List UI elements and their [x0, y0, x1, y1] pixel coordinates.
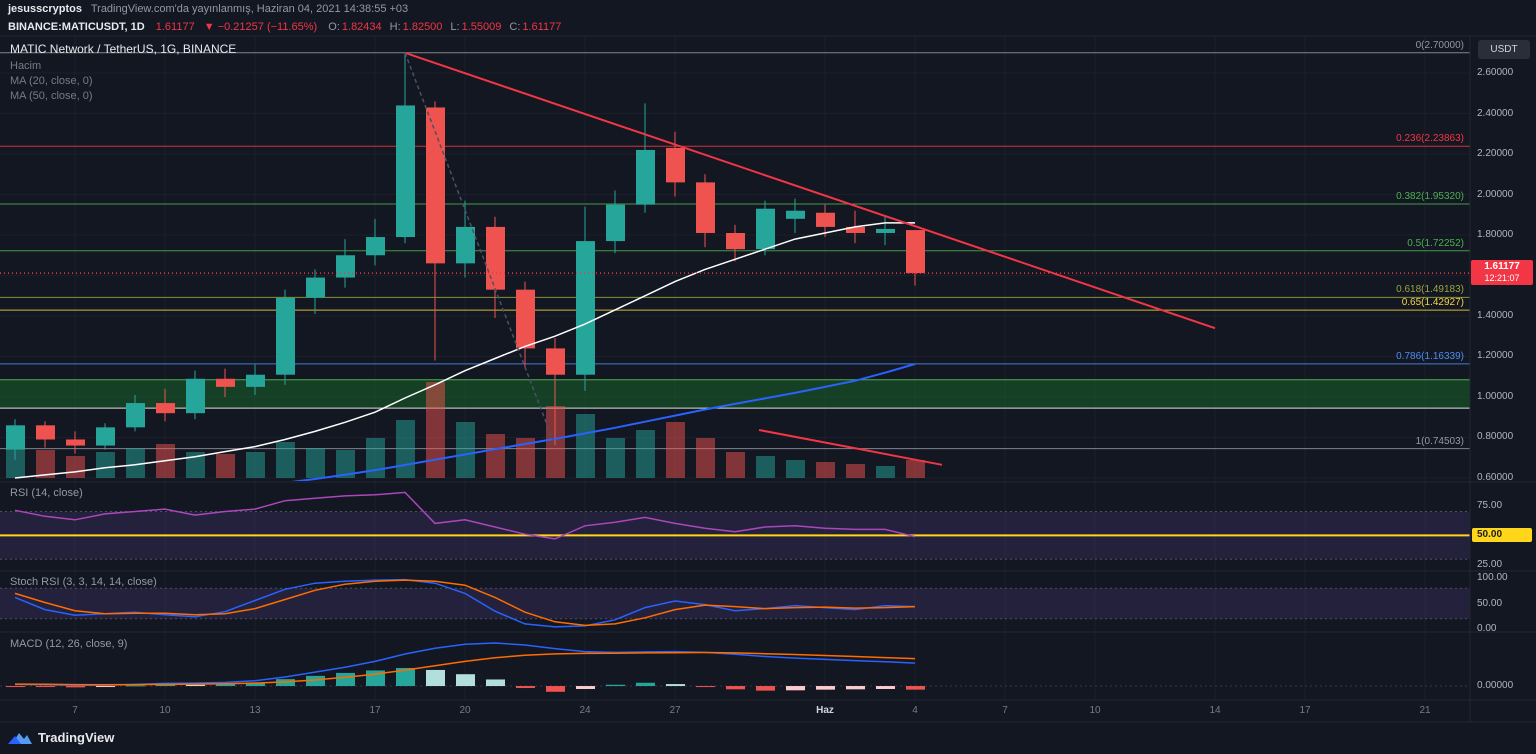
tradingview-branding[interactable]: TradingView [8, 729, 114, 746]
time-axis-label: 17 [1299, 705, 1311, 716]
price-scale-label: 1.40000 [1477, 309, 1514, 321]
time-axis-label: Haz [816, 705, 834, 716]
legend-macd[interactable]: MACD (12, 26, close, 9) [10, 638, 128, 650]
rsi-scale-label: 50.00 [1472, 528, 1532, 543]
ohlc-label: O: [328, 21, 340, 33]
stoch-scale-label: 0.00 [1477, 622, 1497, 634]
publish-info: TradingView.com'da yayınlanmış, Haziran … [90, 3, 409, 15]
time-axis-label: 4 [912, 705, 918, 716]
moving-averages [14, 222, 916, 481]
price-scale-label: 0.60000 [1477, 471, 1514, 483]
tradingview-logo-icon [8, 733, 32, 744]
time-axis-label: 27 [669, 705, 681, 716]
ohlc-value: 1.61177 [522, 21, 562, 33]
macd-pane [0, 642, 1470, 692]
time-axis-label: 14 [1209, 705, 1221, 716]
stoch-scale-label: 50.00 [1477, 597, 1503, 609]
stoch-rsi-pane [0, 578, 1470, 628]
author-name[interactable]: jesusscryptos [8, 3, 82, 15]
time-axis-label: 7 [1002, 705, 1008, 716]
fib-level-label: 0.5(1.72252) [1407, 237, 1464, 249]
fib-level-label: 0.65(1.42927) [1401, 297, 1464, 309]
legend-rsi[interactable]: RSI (14, close) [10, 487, 83, 499]
price-scale-label: 1.80000 [1477, 229, 1514, 240]
legend-ma20[interactable]: MA (20, close, 0) [10, 75, 93, 87]
time-axis-label: 17 [369, 705, 381, 716]
rsi-scale-label: 75.00 [1477, 499, 1503, 511]
time-axis-label: 10 [159, 705, 171, 716]
symbol-info-bar: BINANCE:MATICUSDT, 1D 1.61177 ▼ −0.21257… [0, 18, 1536, 36]
rsi-pane [0, 491, 1470, 560]
rsi-scale-label: 25.00 [1477, 559, 1503, 571]
fib-level-label: 0.786(1.16339) [1396, 350, 1464, 362]
fib-level-label: 1(0.74503) [1415, 435, 1464, 447]
current-price-badge: 1.61177 12:21:07 [1471, 260, 1533, 286]
pane-separators [0, 35, 1536, 723]
ohlc-value: 1.55009 [461, 21, 502, 33]
price-scale-label: 1.00000 [1477, 390, 1514, 402]
ohlc-label: L: [450, 21, 460, 33]
stoch-scale-label: 100.00 [1477, 572, 1508, 584]
time-axis-label: 13 [249, 705, 261, 716]
last-price: 1.61177 [155, 21, 195, 33]
price-scale-label: 2.20000 [1477, 148, 1514, 160]
price-scale-label: 1.20000 [1477, 350, 1514, 362]
price-scale-label: 2.60000 [1477, 67, 1514, 79]
price-badge-value: 1.61177 [1484, 261, 1520, 273]
time-axis-label: 10 [1089, 705, 1101, 716]
tradingview-logo-text: TradingView [38, 730, 115, 745]
fib-level-label: 0.618(1.49183) [1396, 284, 1464, 296]
price-scale-label: 0.80000 [1477, 431, 1514, 443]
legend-volume[interactable]: Hacim [10, 60, 42, 72]
ohlc-label: C: [509, 21, 521, 33]
price-scale-label: 2.00000 [1477, 188, 1514, 200]
symbol-name[interactable]: BINANCE:MATICUSDT, 1D [8, 21, 145, 33]
time-axis-label: 7 [72, 705, 78, 716]
price-change: ▼ −0.21257 (−11.65%) [203, 21, 318, 33]
legend-ma50[interactable]: MA (50, close, 0) [10, 90, 93, 102]
time-axis-label: 24 [579, 705, 591, 716]
time-axis-label: 20 [459, 705, 471, 716]
fib-level-label: 0(2.70000) [1415, 39, 1464, 51]
main-pane-legend: MATIC Network / TetherUS, 1G, BINANCE Ha… [10, 42, 236, 104]
fib-level-label: 0.236(2.23863) [1396, 133, 1464, 145]
legend-stoch[interactable]: Stoch RSI (3, 3, 14, 14, close) [10, 576, 157, 588]
ohlc-value: 1.82434 [341, 21, 382, 33]
price-scale-label: 2.40000 [1477, 107, 1514, 119]
time-axis-label: 21 [1419, 705, 1431, 716]
bar-close-countdown: 12:21:07 [1484, 273, 1520, 284]
macd-scale-label: 0.00000 [1477, 680, 1514, 692]
ohlc-readout: O: 1.82434 H: 1.82500 L: 1.55009 C: 1.61177 [320, 21, 561, 33]
fib-level-label: 0.382(1.95320) [1396, 190, 1464, 202]
candles-layer [6, 52, 925, 460]
currency-button[interactable]: USDT [1478, 40, 1530, 59]
trendline-drawings [404, 51, 1216, 446]
legend-symbol-title[interactable]: MATIC Network / TetherUS, 1G, BINANCE [10, 42, 237, 56]
publish-bar: jesusscryptos TradingView.com'da yayınla… [0, 0, 1536, 18]
ohlc-value: 1.82500 [402, 21, 443, 33]
ohlc-label: H: [389, 21, 401, 33]
